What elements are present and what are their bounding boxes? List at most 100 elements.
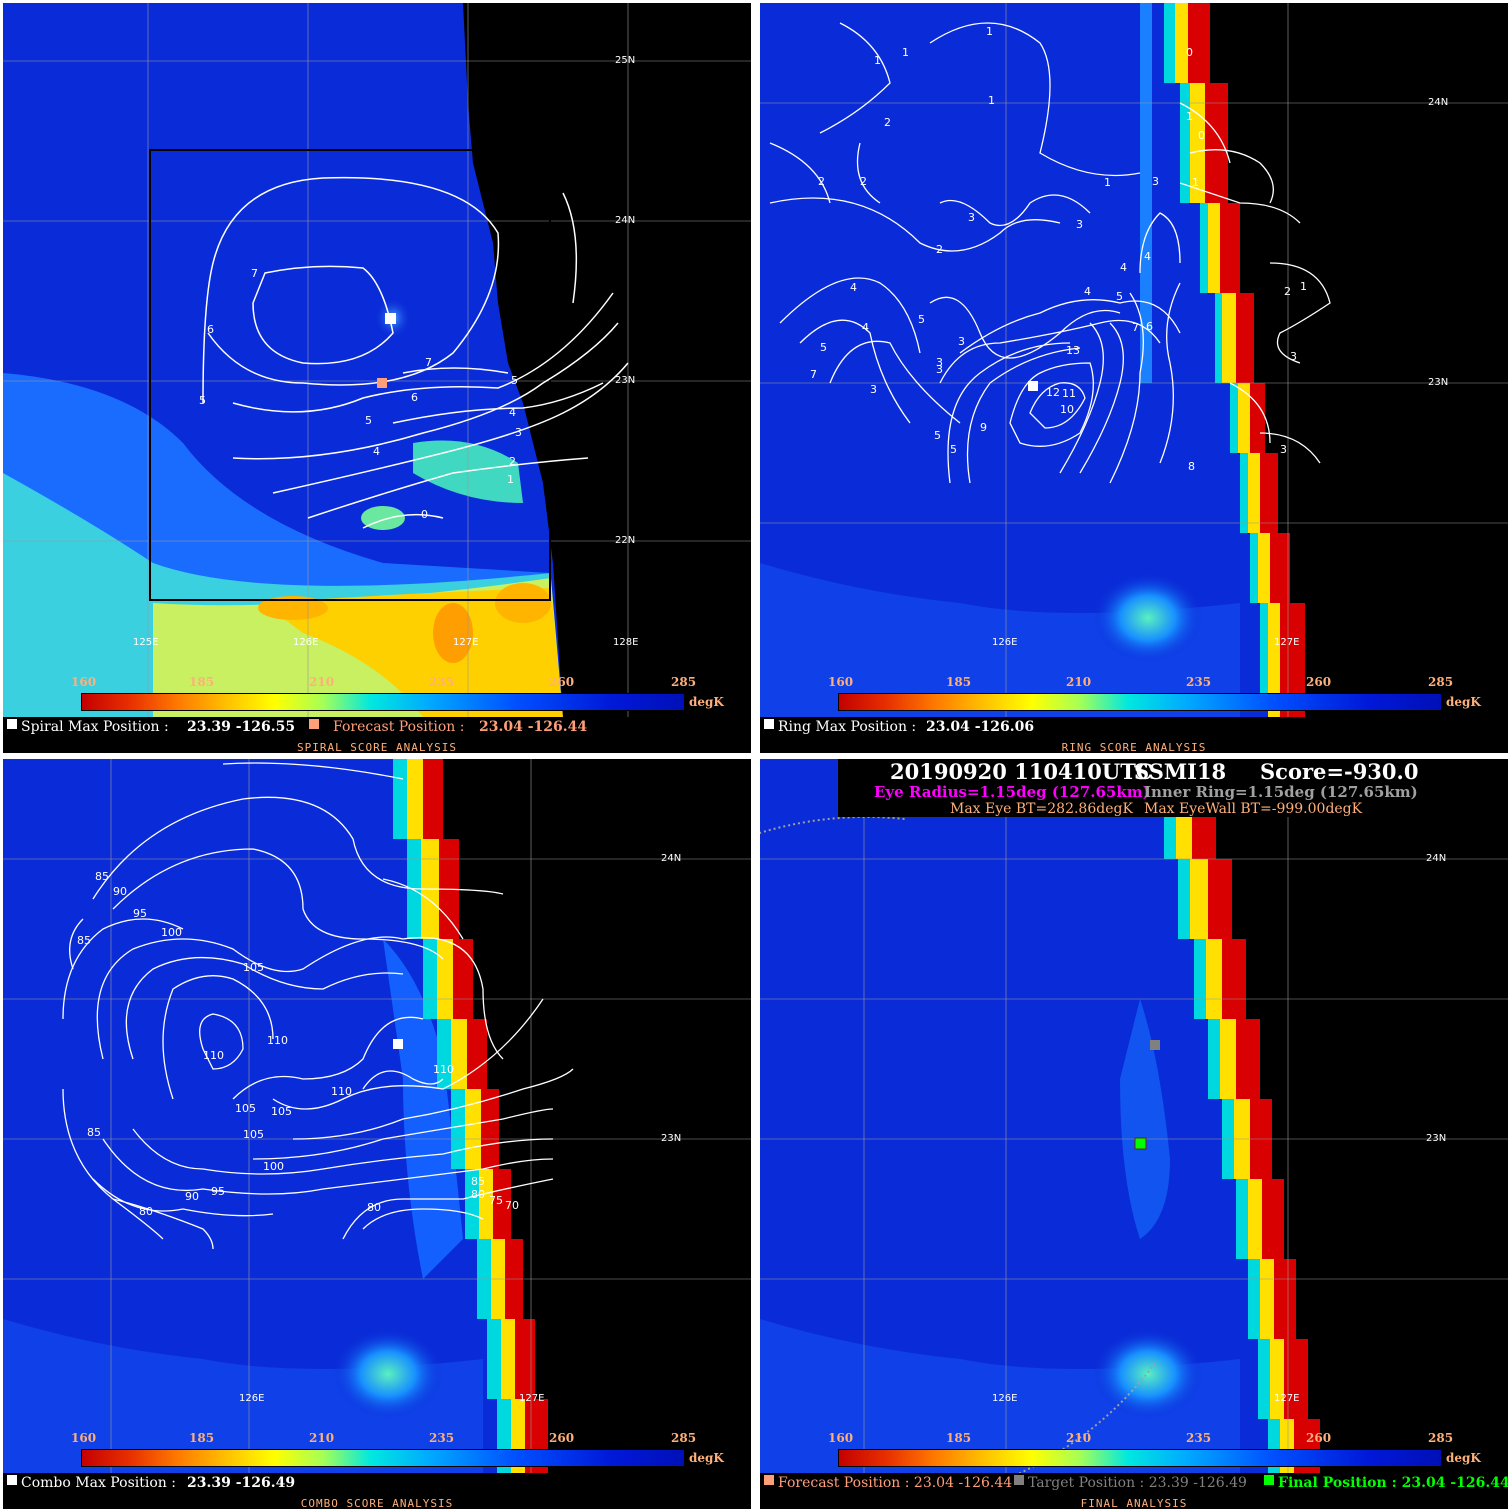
ring-contour-label: 3 xyxy=(936,356,943,369)
spiral-contour-label: 2 xyxy=(509,455,516,468)
lon-label: 126E xyxy=(239,1393,265,1404)
target-marker xyxy=(1150,1040,1160,1050)
ring-contour-label: 0 xyxy=(1186,46,1193,59)
lon-label: 127E xyxy=(1274,637,1300,648)
colorbar-tick: 285 xyxy=(671,675,697,689)
panel-title: COMBO SCORE ANALYSIS xyxy=(300,1497,454,1509)
colorbar-tick: 160 xyxy=(828,675,854,689)
panel-title: FINAL ANALYSIS xyxy=(1080,1497,1188,1509)
lon-label: 127E xyxy=(519,1393,545,1404)
ring-contour-label: 6 xyxy=(1146,320,1153,333)
forecast-position: Forecast Position : 23.04 -126.44 xyxy=(778,1475,1013,1491)
combo-contour-label: 110 xyxy=(433,1063,454,1076)
spiral-contour-label: 7 xyxy=(251,267,258,280)
colorbar-tick: 210 xyxy=(309,675,335,689)
panel-title: SPIRAL SCORE ANALYSIS xyxy=(296,741,458,753)
final-header: 20190920 110410UTC SSMI18 Score=-930.0 E… xyxy=(838,759,1436,817)
combo-contour-label: 105 xyxy=(243,961,264,974)
ring-contour-label: 3 xyxy=(1076,218,1083,231)
colorbar-tick: 285 xyxy=(1428,675,1454,689)
ring-contour-label: 2 xyxy=(860,175,867,188)
eye-radius: Eye Radius=1.15deg (127.65km) xyxy=(874,783,1150,801)
lat-label: 24N xyxy=(1428,97,1449,108)
lat-label: 24N xyxy=(615,215,636,226)
colorbar-unit: degK xyxy=(689,695,724,709)
combo-contour-label: 95 xyxy=(133,907,147,920)
combo-contour-label: 75 xyxy=(489,1194,503,1207)
colorbar xyxy=(81,693,685,711)
combo-footer xyxy=(3,1473,751,1509)
spiral-forecast-value: 23.04 -126.44 xyxy=(479,719,588,735)
target-legend-icon xyxy=(1014,1475,1024,1485)
ring-contour-label: 3 xyxy=(958,335,965,348)
date-time: 20190920 110410UTC xyxy=(890,759,1153,784)
ring-contour-label: 4 xyxy=(1120,261,1127,274)
ring-contour-label: 3 xyxy=(1290,350,1297,363)
max-marker-legend-icon xyxy=(764,719,774,729)
combo-contour-label: 85 xyxy=(95,870,109,883)
spiral-contour-label: 4 xyxy=(509,406,516,419)
ring-contour-label: 1 xyxy=(1192,176,1199,189)
ring-contour-label: 4 xyxy=(850,281,857,294)
forecast-legend-icon xyxy=(309,719,319,729)
colorbar-tick: 285 xyxy=(671,1431,697,1445)
ring-max-marker xyxy=(1028,381,1038,391)
ring-contour-label: 3 xyxy=(936,363,943,376)
combo-contour-label: 85 xyxy=(471,1175,485,1188)
lon-label: 125E xyxy=(133,637,159,648)
ring-contour-label: 7 xyxy=(1132,321,1139,334)
lon-label: 127E xyxy=(453,637,479,648)
ring-contour-label: 7 xyxy=(810,368,817,381)
final-legend-icon xyxy=(1264,1475,1274,1485)
ring-max-value: 23.04 -126.06 xyxy=(926,719,1035,735)
combo-contour-label: 80 xyxy=(139,1205,153,1218)
spiral-contour-label: 6 xyxy=(207,323,214,336)
spiral-footer xyxy=(3,717,751,753)
ring-contour-label: 1 xyxy=(1300,280,1307,293)
colorbar-tick: 210 xyxy=(1066,1431,1092,1445)
ring-contour-label: 11 xyxy=(1062,387,1076,400)
ring-contour-label: 2 xyxy=(1284,285,1291,298)
ring-image: 1 1 1 1 0 2 1 0 2 2 1 3 1 3 3 2 4 4 4 5 … xyxy=(760,3,1508,717)
colorbar-tick: 160 xyxy=(71,675,97,689)
combo-contour-label: 110 xyxy=(203,1049,224,1062)
lat-label: 23N xyxy=(1428,377,1449,388)
colorbar xyxy=(838,693,1442,711)
colorbar xyxy=(838,1449,1442,1467)
lon-label: 126E xyxy=(992,637,1018,648)
spiral-contour-label: 7 xyxy=(425,356,432,369)
ring-contour-label: 1 xyxy=(986,25,993,38)
final-marker xyxy=(1134,1137,1147,1150)
combo-contour-label: 105 xyxy=(243,1128,264,1141)
spiral-contour-label: 4 xyxy=(373,445,380,458)
colorbar-tick: 210 xyxy=(309,1431,335,1445)
colorbar-tick: 160 xyxy=(828,1431,854,1445)
colorbar-unit: degK xyxy=(1446,1451,1481,1465)
spiral-max-value: 23.39 -126.55 xyxy=(187,719,296,735)
colorbar-tick: 235 xyxy=(429,1431,455,1445)
colorbar-tick: 260 xyxy=(549,1431,575,1445)
lon-label: 128E xyxy=(613,637,639,648)
ring-contour-label: 13 xyxy=(1066,344,1080,357)
colorbar-tick: 260 xyxy=(1306,1431,1332,1445)
colorbar-tick: 235 xyxy=(1186,675,1212,689)
max-eyewall-bt: Max EyeWall BT=-999.00degK xyxy=(1144,801,1363,817)
ring-contour-label: 1 xyxy=(902,46,909,59)
combo-max-marker xyxy=(393,1039,403,1049)
ring-contour-label: 1 xyxy=(1186,110,1193,123)
combo-panel: 85 90 95 85 100 105 110 110 110 110 105 … xyxy=(3,759,751,1509)
colorbar-unit: degK xyxy=(689,1451,724,1465)
ring-contour-label: 3 xyxy=(968,211,975,224)
lon-label: 126E xyxy=(293,637,319,648)
spiral-contour-label: 6 xyxy=(411,391,418,404)
combo-contour-label: 105 xyxy=(271,1105,292,1118)
panel-title: RING SCORE ANALYSIS xyxy=(1061,741,1207,753)
inner-ring: Inner Ring=1.15deg (127.65km) xyxy=(1144,783,1418,801)
final-footer xyxy=(760,1473,1508,1509)
ring-contour-label: 5 xyxy=(934,429,941,442)
ring-contour-label: 12 xyxy=(1046,386,1060,399)
colorbar-tick: 185 xyxy=(946,1431,972,1445)
lat-label: 24N xyxy=(1426,853,1447,864)
ring-contour-label: 10 xyxy=(1060,403,1074,416)
spiral-contour-label: 5 xyxy=(199,394,206,407)
